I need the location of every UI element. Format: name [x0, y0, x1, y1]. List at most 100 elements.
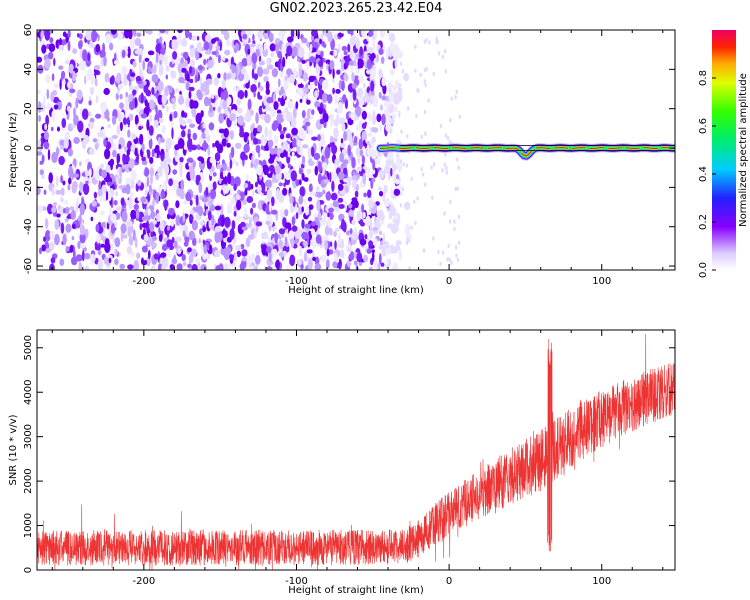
spectrogram-cell: [212, 172, 217, 177]
spectrogram-y-tick-label: 60: [23, 24, 34, 37]
spectrogram-cell: [241, 57, 248, 67]
spectrogram-cell: [246, 196, 254, 203]
snr-y-tick-label: 4000: [23, 379, 34, 404]
spectrogram-cell: [271, 209, 278, 215]
spectrogram-cell: [255, 164, 263, 176]
spectrogram-cell: [388, 204, 395, 211]
spectrogram-cell: [399, 61, 403, 66]
spectrogram-cell: [85, 30, 92, 41]
spectrogram-cell: [242, 198, 247, 206]
spectrogram-cell: [289, 74, 295, 84]
spectrogram-cell: [378, 190, 384, 197]
spectrogram-cell: [58, 44, 65, 51]
spectrogram-cell: [229, 159, 233, 169]
spectrogram-cell: [264, 126, 268, 138]
spectrogram-cell: [336, 69, 341, 75]
spectrogram-cell: [275, 188, 281, 200]
spectrogram-cell: [214, 152, 221, 162]
spectrogram-cell: [40, 135, 44, 148]
spectrogram-cell: [209, 188, 217, 200]
spectrogram-cell: [137, 179, 142, 187]
spectrogram-cell: [387, 258, 392, 268]
spectrogram-cell: [221, 79, 226, 90]
spectrogram-cell: [332, 87, 335, 95]
spectrogram-cell: [401, 187, 405, 192]
spectrogram-cell: [367, 189, 372, 198]
spectrogram-cell: [195, 174, 201, 182]
spectrogram-cell: [147, 249, 151, 260]
spectrogram-cell: [194, 206, 202, 213]
spectrogram-cell: [76, 89, 83, 101]
spectrogram-cell: [37, 56, 43, 63]
spectrogram-cell: [104, 148, 111, 160]
spectrogram-cell: [205, 34, 212, 43]
spectrogram-cell: [265, 106, 272, 112]
spectrogram-cell: [276, 112, 284, 124]
spectrogram-cell: [383, 184, 388, 194]
spectrogram-cell: [168, 207, 175, 216]
spectrogram-cell: [161, 93, 167, 105]
spectrogram-cell: [71, 223, 76, 230]
spectrogram-cell: [365, 215, 371, 227]
spectrogram-cell: [357, 87, 364, 98]
spectrogram-cell: [211, 247, 215, 253]
spectrogram-cell: [220, 91, 224, 100]
spectrogram-cell: [188, 230, 195, 240]
spectrogram-cell: [363, 254, 369, 263]
spectrogram-cell: [199, 77, 203, 85]
spectrogram-cell: [146, 149, 149, 154]
spectrogram-cell: [388, 170, 391, 181]
spectrogram-cell: [240, 243, 245, 250]
spectrogram-cell: [356, 124, 359, 132]
spectrogram-cell: [153, 253, 159, 260]
spectrogram-cell: [147, 50, 155, 56]
spectrogram-cell: [207, 59, 214, 69]
spectrogram-cell: [273, 134, 279, 144]
spectrogram-cell: [140, 196, 147, 204]
spectrogram-cell: [263, 32, 269, 40]
spectrogram-cell: [171, 258, 178, 265]
spectrogram-cell: [284, 172, 292, 181]
spectrogram-cell: [230, 196, 236, 206]
spectrogram-cell: [145, 89, 152, 97]
spectrogram-cell: [63, 137, 69, 149]
spectrogram-cell: [50, 126, 54, 132]
spectrogram-cell: [349, 132, 353, 145]
spectrogram-cell: [286, 111, 292, 123]
spectrogram-cell: [424, 82, 427, 88]
spectrogram-cell: [48, 172, 53, 184]
spectrogram-cell: [385, 49, 389, 61]
spectrogram-cell: [305, 121, 311, 127]
spectrogram-cell: [445, 170, 448, 175]
spectrogram-cell: [298, 195, 304, 205]
spectrogram-cell: [355, 146, 361, 158]
spectrogram-cell: [298, 245, 303, 257]
spectrogram-cell: [265, 80, 270, 91]
spectrogram-cell: [389, 51, 392, 58]
spectrogram-cell: [249, 218, 252, 228]
spectrogram-cell: [195, 51, 200, 61]
spectrogram-cell: [341, 45, 348, 52]
spectrogram-cell: [337, 232, 342, 245]
spectrogram-cell: [358, 119, 364, 132]
spectrogram-cell: [184, 59, 188, 66]
spectrogram-cell: [279, 68, 284, 78]
spectrogram-cell: [110, 222, 116, 234]
spectrogram-cell: [301, 206, 305, 213]
spectrogram-cell: [357, 58, 364, 69]
spectrogram-cell: [186, 73, 190, 82]
spectrogram-cell: [79, 59, 87, 71]
spectrogram-cell: [197, 65, 203, 71]
spectrogram-cell: [306, 168, 312, 175]
spectrogram-cell: [441, 250, 445, 255]
page-title: GN02.2023.265.23.42.E04: [269, 1, 443, 16]
spectrogram-cell: [225, 72, 232, 80]
spectrogram-cell: [257, 91, 261, 100]
spectrogram-cell: [223, 246, 228, 258]
spectrogram-cell: [224, 49, 231, 56]
spectrogram-cell: [284, 209, 289, 217]
spectrogram-cell: [37, 139, 42, 146]
spectrogram-cell: [259, 85, 264, 92]
spectrogram-cell: [127, 264, 134, 270]
spectrogram-x-ticks: -200 -100 0 100: [51, 30, 664, 287]
